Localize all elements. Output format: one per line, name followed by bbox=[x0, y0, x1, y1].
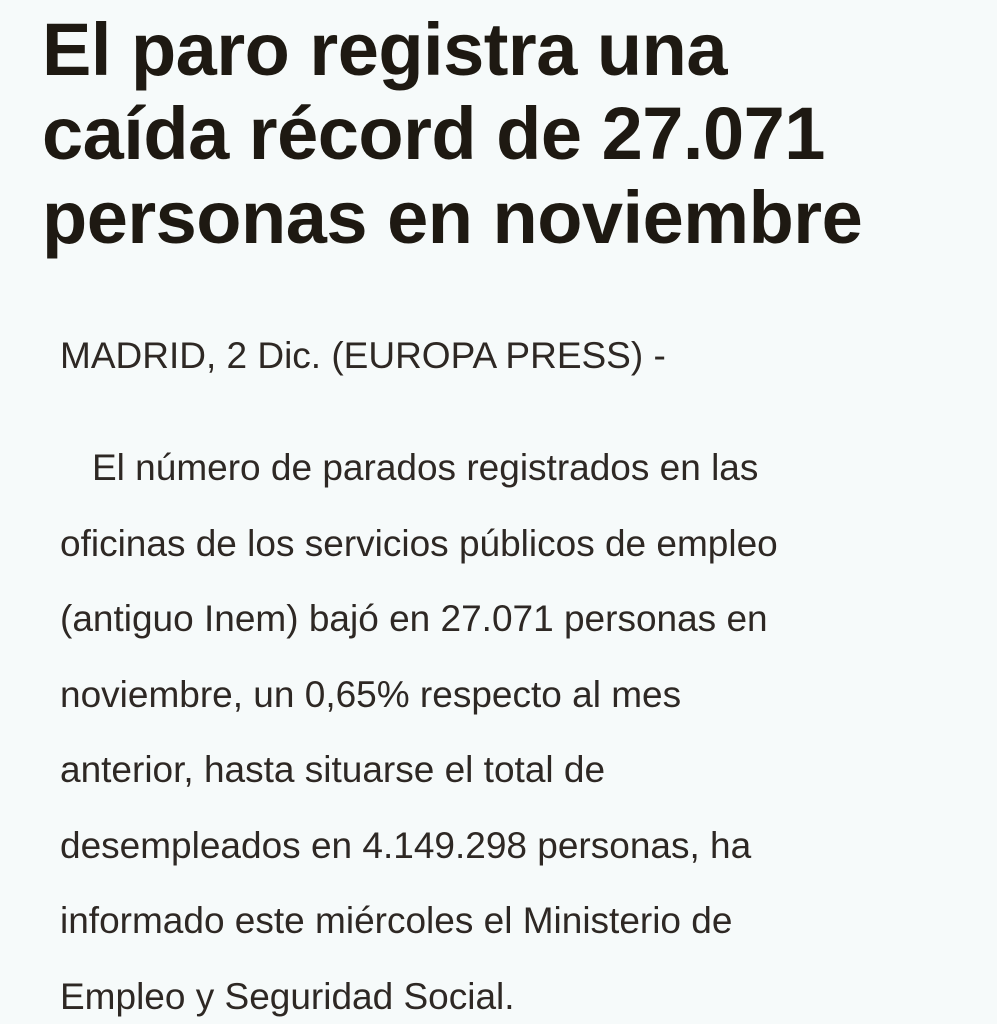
body-line: anterior, hasta situarse el total de bbox=[60, 749, 606, 790]
headline-line: personas en noviembre bbox=[42, 176, 863, 259]
body-line: oficinas de los servicios públicos de em… bbox=[60, 522, 778, 564]
body-line: Empleo y Seguridad Social. bbox=[60, 975, 515, 1017]
body-line: desempleados en 4.149.298 personas, ha bbox=[60, 824, 752, 866]
headline-line: El paro registra una bbox=[42, 8, 727, 91]
headline-line: caída récord de 27.071 bbox=[42, 92, 825, 175]
body-line: noviembre, un 0,65% respecto al mes bbox=[60, 673, 682, 715]
body-line: (antiguo Inem) bajó en 27.071 personas e… bbox=[60, 598, 768, 639]
body-line: informado este miércoles el Ministerio d… bbox=[60, 900, 733, 941]
dateline: MADRID, 2 Dic. (EUROPA PRESS) - bbox=[60, 335, 666, 376]
body-line: El número de parados registrados en las bbox=[92, 447, 759, 488]
